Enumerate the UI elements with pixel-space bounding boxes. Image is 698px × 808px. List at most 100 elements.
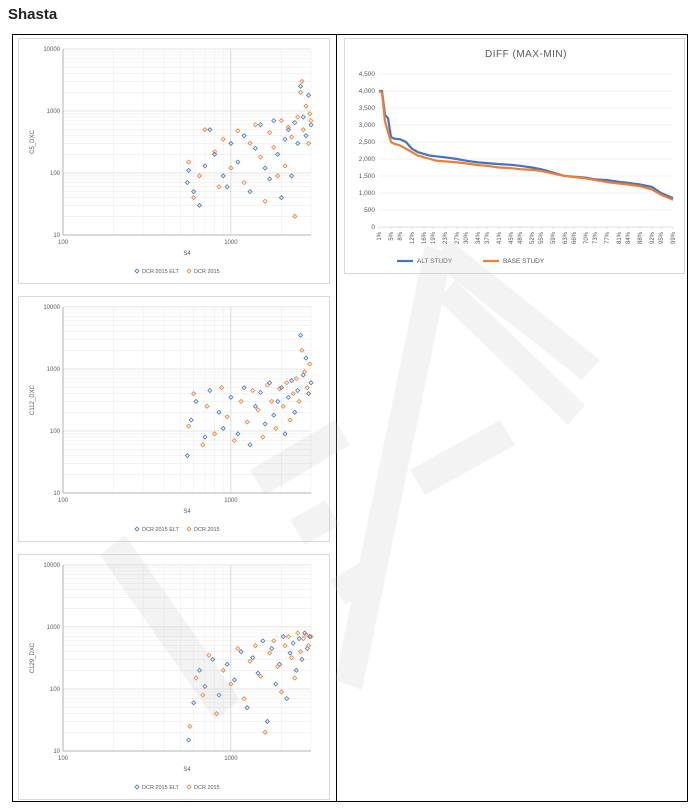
y-tick-label: 100 bbox=[50, 687, 61, 693]
x-tick-label: 59% bbox=[551, 231, 557, 244]
x-tick-label: 30% bbox=[464, 231, 470, 244]
scatter-point-base bbox=[228, 165, 234, 171]
scatter-point-base bbox=[220, 136, 226, 142]
scatter-point-elt bbox=[292, 409, 298, 415]
scatter-point-base bbox=[298, 649, 304, 655]
y-tick-label: 4,500 bbox=[359, 71, 376, 78]
x-tick-label: 63% bbox=[563, 231, 569, 244]
y-tick-label: 3,500 bbox=[359, 105, 376, 112]
scatter-point-base bbox=[244, 419, 250, 425]
scatter-point-base bbox=[285, 124, 291, 130]
x-tick-label: 16% bbox=[422, 231, 428, 244]
x-tick-label: 73% bbox=[593, 231, 599, 244]
scatter-point-base bbox=[187, 723, 193, 729]
scatter-point-elt bbox=[188, 417, 194, 423]
series-line-base-study bbox=[378, 90, 674, 201]
scatter-point-base bbox=[307, 361, 313, 367]
x-tick-label: 34% bbox=[476, 231, 482, 244]
scatter-point-elt bbox=[305, 391, 312, 397]
scatter-point-elt bbox=[247, 442, 253, 448]
scatter-point-base bbox=[292, 675, 298, 681]
scatter-point-elt bbox=[238, 649, 244, 655]
frame-border-right bbox=[687, 34, 688, 802]
scatter-point-elt bbox=[252, 145, 258, 151]
gridlines bbox=[62, 48, 312, 236]
scatter-point-elt bbox=[289, 378, 295, 384]
scatter-points bbox=[186, 630, 314, 743]
scatter-point-elt bbox=[210, 656, 216, 662]
scatter-point-base bbox=[290, 391, 296, 397]
scatter-point-base bbox=[264, 382, 270, 388]
y-tick-label: 10000 bbox=[43, 47, 60, 53]
scatter-point-elt bbox=[262, 421, 268, 427]
scatter-point-elt bbox=[212, 151, 218, 157]
y-tick-label: 100 bbox=[50, 429, 61, 435]
scatter-point-base bbox=[224, 414, 230, 420]
scatter-point-base bbox=[260, 434, 266, 440]
x-tick-label: 5% bbox=[389, 231, 395, 240]
scatter-point-elt bbox=[269, 645, 275, 652]
scatter-point-elt bbox=[300, 114, 306, 120]
scatter-point-elt bbox=[228, 140, 234, 146]
x-tick-label: 12% bbox=[410, 231, 416, 244]
scatter-point-base bbox=[257, 673, 264, 679]
scatter-point-elt bbox=[244, 705, 250, 711]
scatter-point-base bbox=[271, 144, 277, 150]
scatter-point-elt bbox=[252, 403, 258, 409]
scatter-point-elt bbox=[277, 661, 283, 667]
gridlines bbox=[62, 564, 312, 752]
y-tick-label: 0 bbox=[371, 224, 375, 231]
x-tick-label: 88% bbox=[638, 231, 644, 244]
scatter-point-base bbox=[277, 386, 283, 392]
x-tick-label: 52% bbox=[530, 231, 536, 244]
scatter-point-base bbox=[250, 387, 256, 394]
scatter-point-base bbox=[308, 118, 314, 124]
x-tick-label: 1000 bbox=[224, 240, 238, 246]
y-tick-label: 10 bbox=[53, 749, 60, 755]
scatter-chart-c129: 10 100 1000 10000 100 1000 S4 C129_DXC DCR 2015 … bbox=[18, 554, 330, 800]
scatter-point-elt bbox=[184, 180, 190, 186]
frame-divider bbox=[336, 34, 337, 802]
legend-entry: DCR 2015 ELT bbox=[142, 269, 180, 275]
scatter-point-elt bbox=[262, 165, 268, 171]
scatter-point-elt bbox=[184, 453, 190, 459]
scatter-point-elt bbox=[260, 638, 266, 644]
scatter-point-elt bbox=[278, 195, 285, 201]
scatter-point-base bbox=[293, 376, 299, 382]
x-tick-label: 48% bbox=[518, 231, 524, 244]
y-axis-label: C5_DXC bbox=[30, 130, 36, 154]
scatter-point-elt bbox=[308, 380, 314, 386]
scatter-point-base bbox=[273, 425, 279, 431]
scatter-point-base bbox=[252, 643, 258, 649]
y-tick-label: 10000 bbox=[43, 305, 60, 311]
y-tick-label: 1000 bbox=[47, 367, 61, 373]
scatter-point-base bbox=[275, 173, 281, 179]
scatter-point-elt bbox=[220, 425, 226, 431]
frame-border-bottom bbox=[12, 801, 688, 802]
y-tick-label: 500 bbox=[364, 207, 375, 214]
x-tick-label: 23% bbox=[443, 231, 449, 244]
scatter-point-elt bbox=[295, 140, 301, 146]
scatter-point-elt bbox=[298, 332, 304, 338]
frame-border-left bbox=[12, 34, 13, 802]
scatter-point-base bbox=[289, 655, 295, 661]
scatter-point-elt bbox=[293, 667, 299, 673]
scatter-point-elt bbox=[241, 133, 247, 139]
scatter-point-elt bbox=[299, 656, 305, 662]
scatter-point-elt bbox=[224, 661, 230, 667]
y-axis-label: C112_DXC bbox=[30, 384, 36, 415]
scatter-point-elt bbox=[287, 650, 293, 656]
scatter-point-base bbox=[213, 711, 219, 717]
legend-marker bbox=[134, 268, 140, 274]
scatter-point-base bbox=[196, 173, 203, 179]
x-tick-label: 1000 bbox=[224, 756, 238, 762]
scatter-point-base bbox=[186, 159, 192, 165]
x-tick-label: 99% bbox=[671, 231, 677, 244]
scatter-point-base bbox=[284, 380, 290, 386]
scatter-point-base bbox=[191, 391, 197, 397]
y-tick-label: 1,500 bbox=[359, 173, 376, 180]
scatter-point-base bbox=[300, 636, 306, 642]
y-tick-label: 10 bbox=[53, 233, 60, 239]
scatter-point-elt bbox=[216, 692, 222, 698]
scatter-point-base bbox=[285, 634, 291, 640]
